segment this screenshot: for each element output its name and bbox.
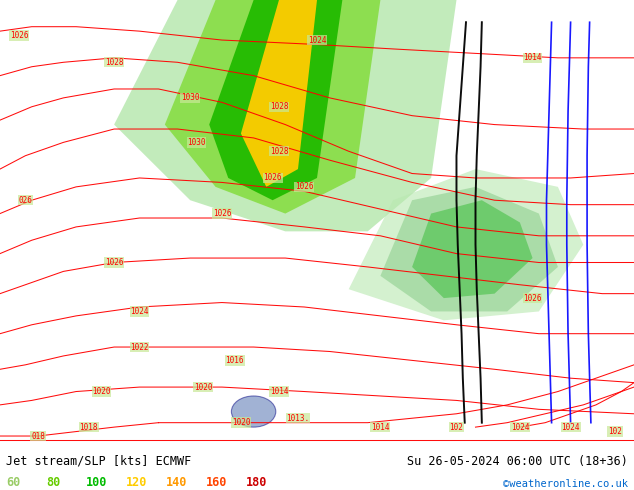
Text: 102: 102: [450, 422, 463, 432]
Text: Jet stream/SLP [kts] ECMWF: Jet stream/SLP [kts] ECMWF: [6, 455, 191, 468]
Text: 1026: 1026: [105, 258, 124, 267]
Text: 120: 120: [126, 476, 148, 489]
Text: 1030: 1030: [181, 94, 200, 102]
Text: 1026: 1026: [295, 182, 314, 192]
Text: 1024: 1024: [510, 422, 529, 432]
Text: 1022: 1022: [130, 343, 149, 351]
Polygon shape: [209, 0, 342, 200]
Text: 1028: 1028: [269, 147, 288, 156]
Text: 180: 180: [246, 476, 268, 489]
Polygon shape: [241, 0, 317, 187]
Text: 026: 026: [18, 196, 32, 205]
Polygon shape: [165, 0, 380, 214]
Text: 1013.: 1013.: [287, 414, 309, 423]
Text: 100: 100: [86, 476, 108, 489]
Text: 1024: 1024: [307, 36, 327, 45]
Text: 1014: 1014: [371, 422, 390, 432]
Polygon shape: [380, 187, 558, 312]
Text: 1026: 1026: [212, 209, 231, 218]
Text: 60: 60: [6, 476, 20, 489]
Circle shape: [231, 396, 276, 427]
Text: 1024: 1024: [561, 422, 580, 432]
Text: Su 26-05-2024 06:00 UTC (18+36): Su 26-05-2024 06:00 UTC (18+36): [407, 455, 628, 468]
Text: 1028: 1028: [105, 58, 124, 67]
Text: 1030: 1030: [187, 138, 206, 147]
Text: 1020: 1020: [231, 418, 250, 427]
Polygon shape: [114, 0, 456, 231]
Text: 1020: 1020: [193, 383, 212, 392]
Text: 1016: 1016: [225, 356, 244, 365]
Polygon shape: [412, 200, 533, 298]
Text: 1014: 1014: [269, 387, 288, 396]
Text: 1018: 1018: [79, 422, 98, 432]
Text: 1020: 1020: [92, 387, 111, 396]
Text: 1028: 1028: [269, 102, 288, 111]
Text: 80: 80: [46, 476, 60, 489]
Text: 1014: 1014: [523, 53, 542, 62]
Text: 1026: 1026: [263, 173, 282, 182]
Text: 140: 140: [166, 476, 188, 489]
Text: 018: 018: [31, 432, 45, 441]
Text: ©weatheronline.co.uk: ©weatheronline.co.uk: [503, 479, 628, 489]
Text: 1026: 1026: [523, 294, 542, 303]
Text: 1024: 1024: [130, 307, 149, 316]
Text: 160: 160: [206, 476, 228, 489]
Polygon shape: [349, 169, 583, 320]
Text: 1026: 1026: [10, 31, 29, 40]
Text: 102: 102: [608, 427, 622, 436]
